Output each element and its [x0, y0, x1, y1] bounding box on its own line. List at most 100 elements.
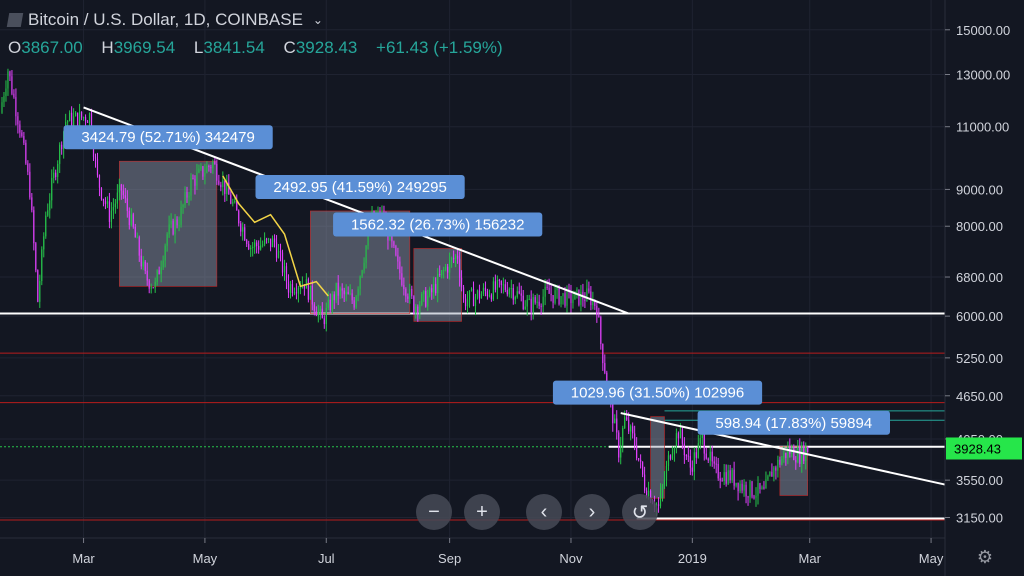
- gear-icon[interactable]: ⚙: [976, 547, 994, 567]
- candle-body: [49, 200, 51, 211]
- time-tick-label: 2019: [678, 551, 707, 566]
- candle-body: [544, 286, 546, 297]
- zoom-in-button[interactable]: +: [464, 494, 500, 530]
- candle-body: [236, 200, 238, 211]
- candle-body: [146, 270, 148, 281]
- candle-body: [395, 246, 397, 256]
- candle-body: [759, 483, 761, 489]
- candle-body: [494, 281, 496, 290]
- candle-body: [399, 261, 401, 274]
- candle-body: [329, 299, 331, 311]
- measure-label-bg: [333, 212, 543, 237]
- candle-body: [769, 471, 771, 477]
- candle-body: [437, 273, 439, 294]
- candle-body: [71, 112, 73, 127]
- candle-body: [486, 291, 489, 297]
- candle-body: [488, 295, 491, 297]
- candle-body: [323, 318, 325, 325]
- candle-body: [39, 280, 41, 302]
- candle-body: [220, 184, 222, 188]
- scroll-right-button[interactable]: ›: [574, 494, 610, 530]
- candle-body: [118, 184, 120, 193]
- candle-body: [299, 287, 302, 289]
- candle-body: [295, 292, 298, 294]
- candle-body: [204, 172, 206, 177]
- candle-body: [100, 187, 103, 199]
- candle-body: [345, 291, 347, 295]
- candle-body: [427, 295, 429, 307]
- candle-body: [554, 290, 556, 303]
- candle-body: [705, 453, 707, 459]
- candle-body: [745, 484, 747, 497]
- candle-body: [9, 71, 11, 77]
- candle-body: [208, 166, 210, 168]
- candle-body: [88, 113, 91, 123]
- candle-body: [154, 281, 156, 288]
- candle-body: [267, 238, 270, 240]
- candle-body: [626, 417, 628, 420]
- candle-body: [715, 463, 717, 465]
- annotation-curve-line: [222, 175, 329, 297]
- candle-body: [578, 289, 580, 305]
- candle-body: [51, 177, 53, 201]
- candle-body: [98, 175, 101, 188]
- time-tick-label: Nov: [559, 551, 583, 566]
- candle-body: [755, 495, 757, 498]
- high-value: 3969.54: [113, 38, 176, 57]
- candle-body: [252, 246, 254, 249]
- candle-body: [190, 178, 192, 196]
- candle-body: [254, 242, 256, 247]
- candle-body: [466, 299, 469, 307]
- candle-body: [771, 471, 773, 477]
- candle-body: [685, 455, 687, 457]
- candle-body: [661, 485, 664, 493]
- candle-body: [192, 178, 194, 180]
- chevron-down-icon[interactable]: ⌄: [312, 13, 323, 27]
- candle-body: [194, 178, 196, 186]
- candle-body: [160, 267, 162, 275]
- candle-body: [1, 102, 3, 113]
- candle-body: [451, 257, 453, 260]
- candle-body: [411, 288, 413, 297]
- candle-body: [405, 289, 407, 297]
- candle-body: [566, 288, 568, 306]
- candle-body: [460, 277, 463, 288]
- measure-label-bg: [697, 410, 890, 435]
- candle-body: [206, 166, 208, 173]
- low-label: L: [193, 38, 204, 57]
- candle-body: [580, 292, 582, 305]
- candle-body: [735, 482, 737, 486]
- candle-body: [458, 258, 461, 278]
- scroll-left-button[interactable]: ‹: [526, 494, 562, 530]
- symbol-title: Bitcoin / U.S. Dollar, 1D, COINBASE: [28, 10, 303, 29]
- candle-body: [508, 289, 510, 295]
- candle-body: [269, 238, 272, 248]
- candle-body: [224, 180, 226, 194]
- candle-body: [140, 255, 142, 267]
- candle-body: [240, 223, 242, 232]
- candle-body: [104, 200, 107, 205]
- symbol-title-row[interactable]: Bitcoin / U.S. Dollar, 1D, COINBASE ⌄: [6, 10, 323, 30]
- candle-body: [795, 460, 797, 463]
- candle-body: [779, 459, 781, 465]
- candle-body: [558, 286, 560, 305]
- candle-body: [512, 288, 514, 300]
- candle-body: [783, 452, 785, 459]
- candle-body: [417, 306, 419, 313]
- candle-body: [482, 287, 485, 294]
- candle-body: [616, 418, 618, 433]
- open-value: 3867.00: [21, 38, 83, 57]
- measure-label: 1562.32 (26.73%) 156232: [351, 216, 524, 233]
- measure-label: 1029.96 (31.50%) 102996: [571, 385, 744, 402]
- candle-body: [719, 478, 721, 481]
- candle-body: [106, 201, 109, 205]
- candle-body: [69, 112, 71, 122]
- candle-body: [15, 97, 17, 117]
- candle-body: [41, 249, 43, 281]
- reset-chart-button[interactable]: ↺: [622, 494, 658, 530]
- candle-body: [775, 467, 777, 471]
- zoom-out-button[interactable]: −: [416, 494, 452, 530]
- candle-body: [614, 418, 616, 424]
- candle-body: [248, 243, 250, 250]
